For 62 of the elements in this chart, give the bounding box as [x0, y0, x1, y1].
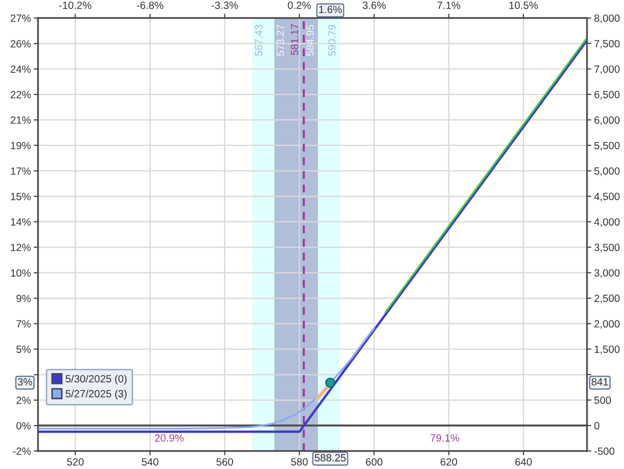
y2-tick-label: 5,500 [594, 142, 620, 150]
x-tick-label: 520 [67, 458, 84, 466]
text: 588.25 [314, 454, 346, 462]
y2-tick-label: 6,500 [594, 90, 620, 100]
text: 1.6% [319, 6, 342, 14]
y-tick-label: 5% [16, 346, 31, 353]
y-tick-label: 19% [11, 142, 31, 150]
y-tick-label: 17% [11, 167, 31, 175]
y-tick-label: 12% [11, 244, 31, 252]
line-series [38, 327, 376, 430]
y-tick-label: 2% [16, 396, 31, 404]
x-tick-label: 620 [440, 458, 458, 466]
y-tick-label: 15% [11, 192, 31, 200]
y2-tick-label: 5,000 [594, 167, 620, 176]
legend-label: 5/30/2025 (0) [66, 374, 127, 385]
y2-tick-label: 4,000 [594, 218, 620, 227]
y2-tick-label: 0 [594, 422, 600, 430]
y-tick-label: 14% [11, 218, 31, 226]
y2-tick-label: 4,500 [594, 192, 620, 202]
y-tick-label: 9% [16, 294, 31, 302]
x-tick-label: 540 [142, 458, 158, 466]
y-tick-label: 7% [16, 320, 31, 328]
y-tick-label: 22% [10, 90, 31, 98]
ref-line-label: 581.17 [290, 24, 298, 55]
x2-tick-label: 3.6% [362, 2, 386, 9]
text: 841 [592, 378, 608, 386]
y-tick-label: 27% [10, 14, 31, 22]
y-tick-label: -2% [12, 448, 31, 455]
x2-tick-label: 7.1% [437, 2, 460, 9]
y2-tick-label: 2,500 [594, 294, 620, 304]
y2-tick-label: 3,000 [594, 269, 620, 278]
y2-tick-label: 6,000 [594, 116, 620, 125]
y2-tick-label: 1,500 [594, 346, 620, 354]
y-tick-label: 26% [10, 40, 31, 48]
annotation: 20.9% [154, 434, 184, 442]
x-tick-label: 560 [216, 458, 234, 466]
annotation: 590.79 [328, 24, 336, 56]
x2-tick-label: 0.2% [288, 2, 311, 9]
y2-tick-label: 500 [594, 396, 611, 404]
annotation: 573.27 [276, 24, 284, 56]
x2-tick-label: -3.3% [212, 2, 238, 9]
x-tick-label: 580 [291, 458, 308, 466]
y2-tick-label: 8,000 [594, 14, 620, 24]
y2-tick-label: 7,500 [594, 40, 620, 49]
y2-tick-label: 2,000 [594, 320, 620, 329]
y2-tick-label: 3,500 [594, 244, 620, 252]
y-tick-label: 0% [16, 422, 31, 430]
annotation: 567.43 [254, 24, 262, 56]
y2-tick-label: 7,000 [594, 65, 620, 74]
x-tick-label: 640 [515, 458, 532, 466]
y-tick-label: 21% [10, 116, 31, 124]
y-tick-label: 10% [11, 269, 31, 277]
text: 3% [18, 378, 32, 386]
x-tick-label: 600 [366, 458, 382, 466]
x2-tick-label: -6.8% [136, 2, 164, 9]
y-tick-label: 24% [10, 66, 31, 73]
annotation: 584.95 [306, 24, 314, 56]
y2-tick-label: -500 [594, 448, 614, 455]
x2-tick-label: -10.2% [59, 2, 92, 9]
x2-tick-label: 10.5% [509, 2, 538, 9]
annotation: 79.1% [430, 434, 460, 442]
legend-label: 5/27/2025 (3) [66, 390, 127, 400]
